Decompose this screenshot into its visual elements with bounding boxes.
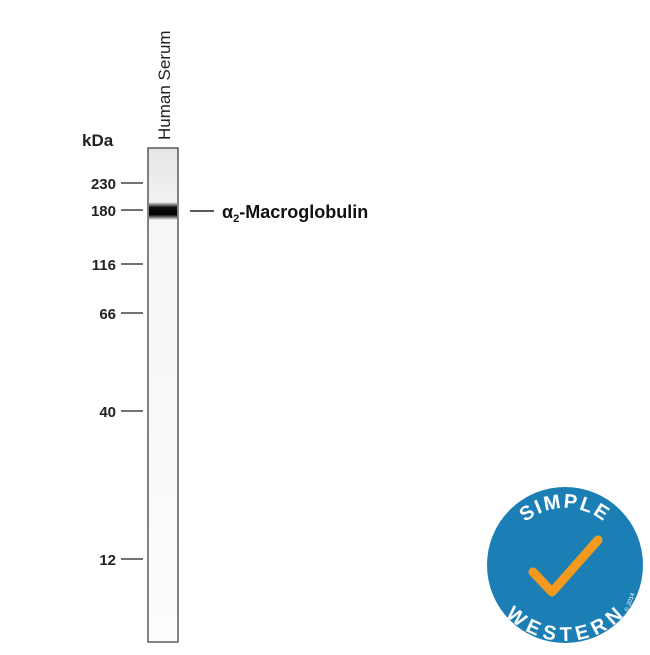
- logo-circle: [487, 487, 643, 643]
- unit-label: kDa: [82, 131, 114, 150]
- markers: 230 180 116 66 40 12: [91, 176, 143, 569]
- marker-label: 230: [91, 176, 116, 193]
- band: [149, 202, 177, 220]
- marker-label: 116: [92, 257, 116, 274]
- band-prefix: α: [222, 202, 233, 222]
- band-suffix: -Macroglobulin: [239, 202, 368, 222]
- marker-label: 66: [99, 306, 116, 323]
- logo: SIMPLE WESTERN © 2014: [487, 487, 643, 646]
- marker-label: 180: [91, 203, 116, 220]
- lane-label: Human Serum: [155, 30, 174, 140]
- lane: [147, 147, 179, 643]
- band-label: α2-Macroglobulin: [222, 202, 368, 225]
- band-subscript: 2: [233, 213, 239, 225]
- marker-label: 40: [99, 404, 116, 421]
- marker-label: 12: [99, 552, 116, 569]
- logo-check: [528, 535, 603, 597]
